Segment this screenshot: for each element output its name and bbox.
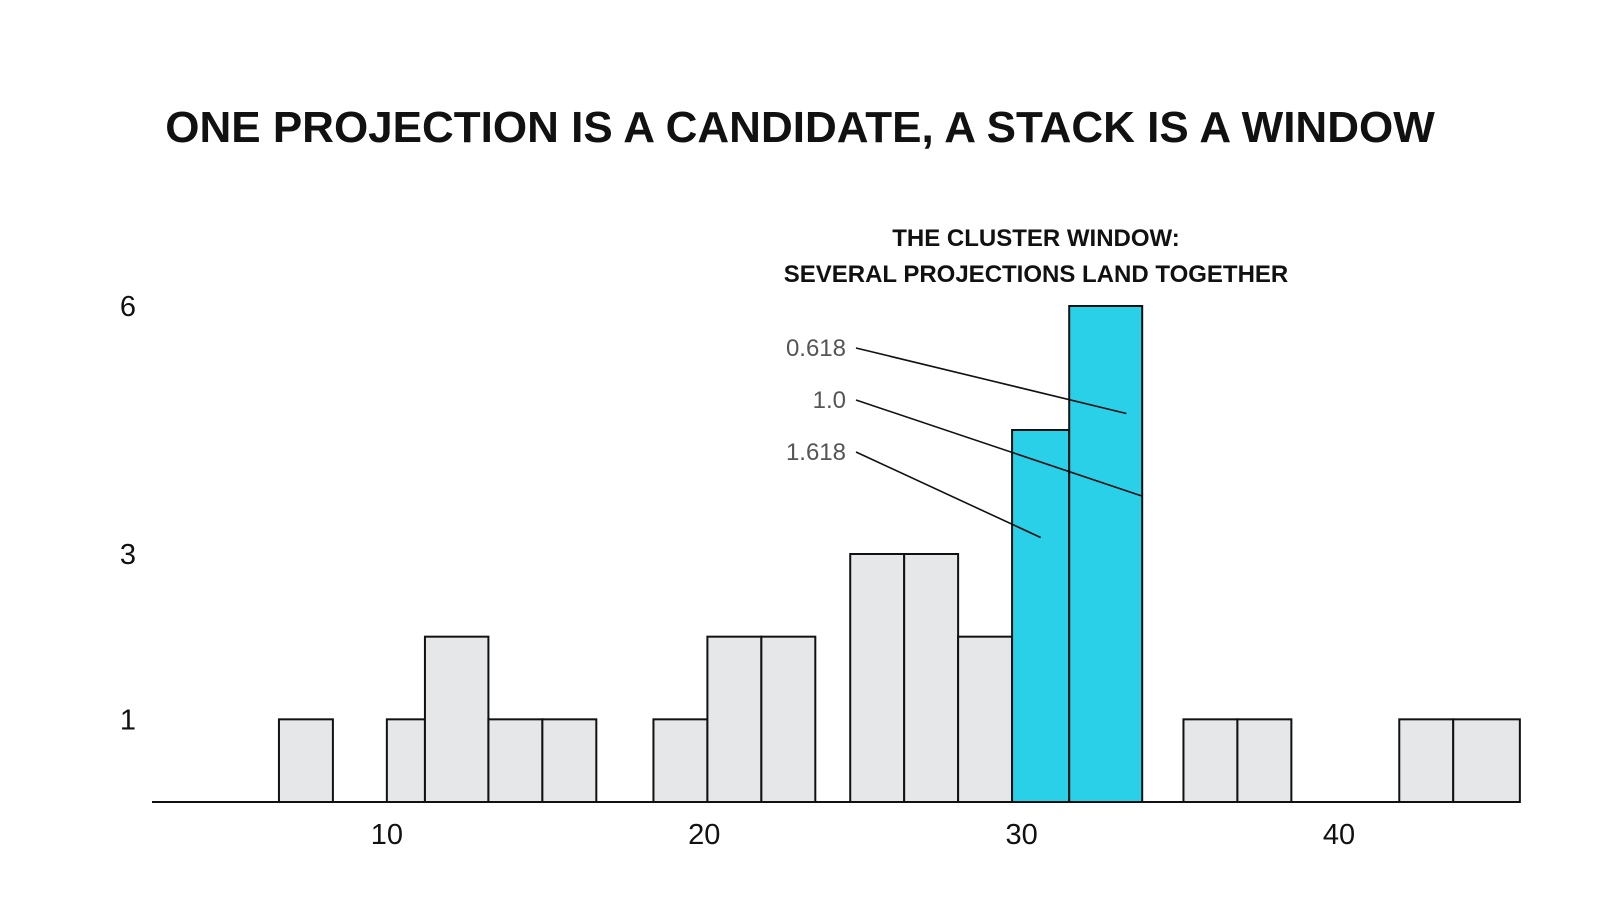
x-tick-label-1: 20 (688, 819, 720, 851)
chart-title: ONE PROJECTION IS A CANDIDATE, A STACK I… (165, 103, 1435, 152)
bar-1 (385, 718, 426, 803)
y-tick-label-0: 1 (120, 704, 136, 736)
highlight-bar-12 (1068, 305, 1144, 803)
bar-6 (706, 635, 763, 804)
bar-4 (541, 718, 598, 803)
x-tick-labels: 10 20 30 40 (371, 819, 1355, 851)
y-tick-labels: 1 3 6 (120, 291, 136, 736)
callout-label-1: 1.0 (813, 387, 846, 414)
x-tick-label-2: 30 (1005, 819, 1037, 851)
callout-leader-1 (855, 399, 1143, 497)
y-tick-label-1: 3 (120, 539, 136, 571)
bar-14 (1236, 718, 1293, 803)
callout-leader-2 (855, 451, 1041, 539)
annotation-line-2: SEVERAL PROJECTIONS LAND TOGETHER (784, 261, 1289, 288)
callout-group: 0.618 1.0 1.618 (786, 335, 1143, 539)
bar-9 (903, 553, 960, 803)
callout-label-0: 0.618 (786, 335, 846, 362)
bar-2 (423, 635, 490, 804)
x-tick-label-3: 40 (1323, 819, 1355, 851)
annotation-line-1: THE CLUSTER WINDOW: (892, 225, 1180, 252)
bar-7 (760, 635, 817, 804)
callout-leader-0 (855, 347, 1127, 415)
bar-8 (849, 553, 906, 803)
bar-10 (957, 635, 1014, 804)
callout-label-2: 1.618 (786, 439, 846, 466)
bar-5 (652, 718, 709, 803)
highlight-bar-11 (1011, 429, 1071, 803)
bar-group (277, 305, 1521, 804)
bar-13 (1182, 718, 1239, 803)
bar-3 (487, 718, 544, 803)
bar-15 (1398, 718, 1455, 803)
bar-0 (277, 718, 334, 803)
y-tick-label-2: 6 (120, 291, 136, 323)
bar-16 (1452, 718, 1521, 803)
x-tick-label-0: 10 (371, 819, 403, 851)
